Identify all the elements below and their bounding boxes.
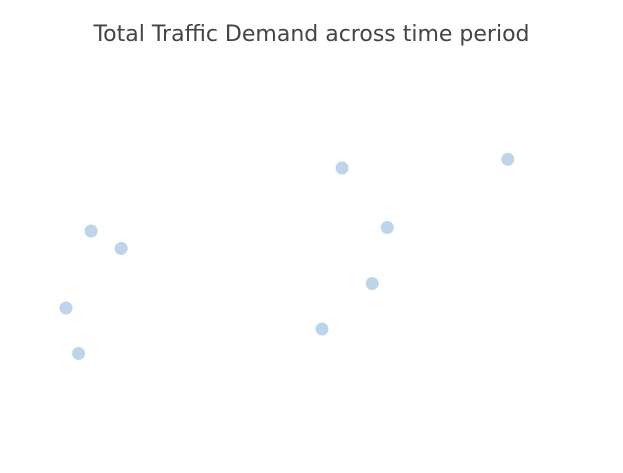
data-point[interactable] xyxy=(59,301,73,315)
points-layer xyxy=(59,152,515,360)
data-point[interactable] xyxy=(380,221,394,234)
data-point[interactable] xyxy=(114,242,128,255)
data-point[interactable] xyxy=(84,224,98,238)
data-point[interactable] xyxy=(365,277,379,290)
data-point[interactable] xyxy=(72,347,86,360)
chart-title: Total Traffic Demand across time period xyxy=(93,22,530,47)
data-point[interactable] xyxy=(501,152,515,166)
data-point[interactable] xyxy=(315,322,329,336)
data-point[interactable] xyxy=(335,161,349,175)
